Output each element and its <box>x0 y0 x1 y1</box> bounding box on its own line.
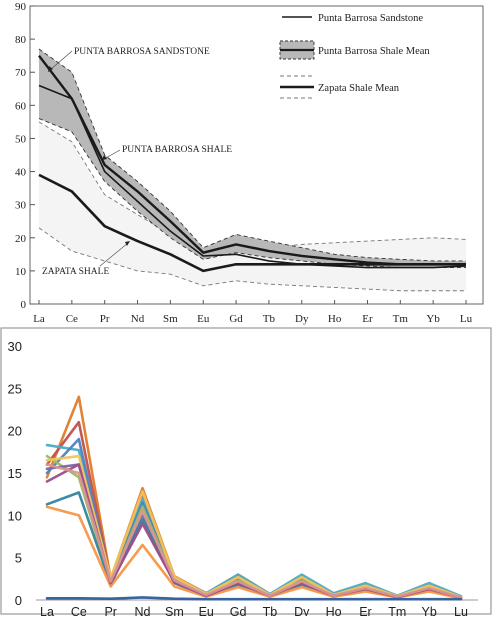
legend: Punta Barrosa Sandstone Punta Barrosa Sha… <box>279 13 430 99</box>
x-tick-label: Tm <box>393 313 409 325</box>
x-tick-label: Tb <box>263 605 278 616</box>
x-tick-label: Nd <box>131 313 145 325</box>
y-tick-label: 60 <box>15 100 27 112</box>
annotation-label: PUNTA BARROSA SHALE <box>122 145 232 155</box>
x-tick-label: Nd <box>135 605 151 616</box>
y-tick-label: 0 <box>21 299 27 311</box>
x-tick-label: Pr <box>100 313 110 325</box>
x-tick-label: La <box>40 605 54 616</box>
x-tick-label: Er <box>362 313 373 325</box>
x-tick-label: Dy <box>294 605 310 616</box>
x-tick-label: Yb <box>426 313 440 325</box>
y-tick-label: 25 <box>8 381 22 396</box>
annotation-leader <box>99 242 129 267</box>
annotation-arrowhead <box>102 155 107 160</box>
x-tick-label: Sm <box>163 313 178 325</box>
x-tick-label: Tb <box>263 313 276 325</box>
zapata-shale-envelope <box>39 121 466 291</box>
x-tick-label: Ce <box>66 313 78 325</box>
x-tick-label: Lu <box>454 605 468 616</box>
legend-label: Zapata Shale Mean <box>318 83 400 94</box>
annotation-label: ZAPATA SHALE <box>42 267 109 277</box>
y-tick-label: 40 <box>15 167 27 179</box>
annotation-leader <box>49 50 73 71</box>
annotation-arrowhead <box>48 66 53 72</box>
x-tick-label: La <box>33 313 45 325</box>
series-line-zapata-shale-mean <box>38 173 466 273</box>
punta-barrosa-shale-envelope <box>39 49 466 268</box>
annotation-leader <box>103 149 121 160</box>
annotation-label: PUNTA BARROSA SANDSTONE <box>74 47 210 57</box>
y-tick-label: 20 <box>15 233 27 245</box>
series-line-12 <box>45 596 463 601</box>
upper-chart-svg: 0 10 20 30 40 50 60 70 80 90 La Ce Pr Nd Sm Eu Gd Tb Dy Ho E… <box>15 1 484 325</box>
y-tick-label: 70 <box>15 67 27 79</box>
y-tick-label: 0 <box>15 593 22 608</box>
annotation-arrowhead <box>125 241 130 246</box>
x-tick-label: Eu <box>199 605 214 616</box>
y-tick-label: 15 <box>8 466 22 481</box>
x-tick-label: Sm <box>165 605 184 616</box>
legend-label: Punta Barrosa Sandstone <box>318 13 423 24</box>
x-tick-label: Er <box>359 605 372 616</box>
punta-barrosa-envelope-upper <box>38 48 466 262</box>
series-line-punta-barrosa-sandstone <box>38 84 467 269</box>
series-line-11 <box>45 463 463 599</box>
x-tick-label: Gd <box>229 313 243 325</box>
y-tick-label: 5 <box>15 551 22 566</box>
x-tick-label: Ho <box>326 605 342 616</box>
y-tick-label: 10 <box>8 508 22 523</box>
ree-pattern-chart-lower: 0 5 10 15 20 25 30 La Ce Pr Nd Sm Eu Gd Tb Dy Ho Er Tm Yb Lu <box>0 326 493 619</box>
y-tick-label: 20 <box>8 424 22 439</box>
x-tick-label: Pr <box>104 605 117 616</box>
x-tick-label: Lu <box>460 313 473 325</box>
x-tick-label: Yb <box>422 605 437 616</box>
x-tick-label: Eu <box>197 313 210 325</box>
zapata-envelope-lower <box>38 227 466 292</box>
x-tick-label: Dy <box>295 313 309 325</box>
ree-pattern-chart-upper: 0 10 20 30 40 50 60 70 80 90 La Ce Pr Nd Sm Eu Gd Tb Dy Ho E… <box>15 1 484 325</box>
y-tick-label: 30 <box>8 339 22 354</box>
y-tick-label: 50 <box>15 133 27 145</box>
y-tick-label: 30 <box>15 200 27 212</box>
y-tick-label: 80 <box>15 34 27 46</box>
x-tick-label: Gd <box>230 605 247 616</box>
x-tick-label: Tm <box>388 605 406 616</box>
y-tick-label: 90 <box>15 1 27 13</box>
legend-label: Punta Barrosa Shale Mean <box>318 46 430 57</box>
x-tick-label: Ho <box>328 313 342 325</box>
lower-chart-svg: 0 5 10 15 20 25 30 La Ce Pr Nd Sm Eu Gd Tb Dy Ho Er Tm Yb Lu <box>0 327 492 619</box>
y-tick-label: 10 <box>15 266 27 278</box>
x-tick-label: Ce <box>71 605 87 616</box>
